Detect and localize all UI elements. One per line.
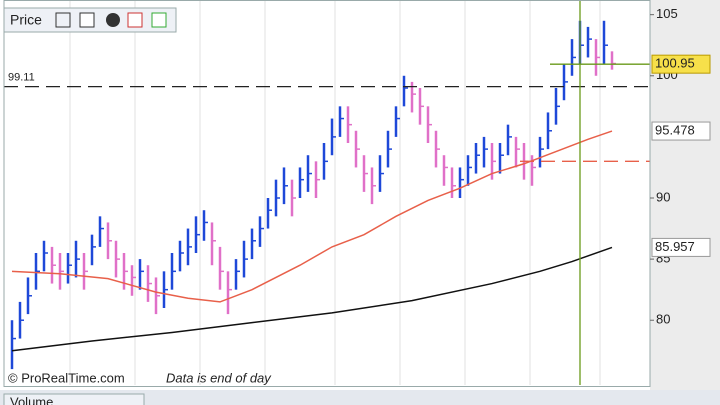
value-box: [651, 121, 711, 141]
icon-window[interactable]: [79, 12, 95, 28]
plot-border: [3, 0, 651, 387]
ma-label: 85.957: [655, 239, 695, 254]
value-box: [651, 237, 711, 257]
volume-header: [3, 393, 145, 405]
ma-label: 95.478: [655, 122, 695, 137]
volume-panel: Volume: [0, 390, 720, 405]
y-tick-label: 105: [656, 6, 678, 21]
price-header: Price: [3, 7, 177, 33]
icon-down[interactable]: [127, 12, 143, 28]
icon-close[interactable]: [106, 13, 120, 27]
icon-settings[interactable]: [55, 12, 71, 28]
moving-average: [11, 246, 613, 352]
cursor-label: 100.95: [655, 56, 695, 71]
plot: [4, 0, 650, 385]
footer-note: Data is end of day: [166, 370, 272, 385]
cursor-box: [651, 54, 711, 74]
volume-bar: [0, 390, 720, 405]
header-title: Price: [10, 12, 42, 28]
y-tick-label: 90: [656, 189, 670, 204]
icon-up[interactable]: [151, 12, 167, 28]
reference-label: 99.11: [8, 72, 35, 84]
copyright: © ProRealTime.com: [8, 370, 125, 385]
y-tick-label: 80: [656, 312, 670, 327]
volume-title: Volume: [10, 394, 53, 405]
